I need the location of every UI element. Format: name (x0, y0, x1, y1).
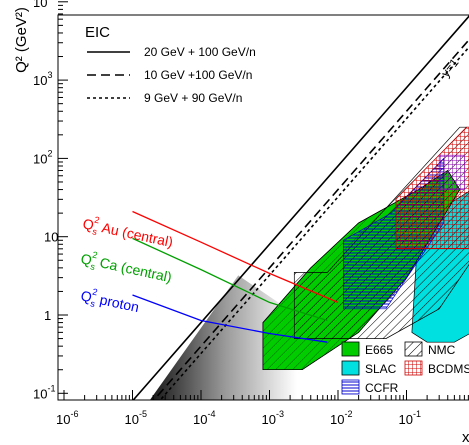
x-tick-label: 10-2 (330, 409, 352, 427)
experiment-regions (149, 126, 469, 400)
kinematic-limit-solid (132, 15, 469, 400)
plot-frame (57, 14, 469, 401)
kinematic-limit-dashed (152, 38, 469, 400)
legend-label-e665: E665 (365, 343, 393, 357)
y-tick-label: 1 (44, 308, 51, 323)
saturation-curve-0 (132, 210, 339, 303)
y-tick-label: 10-1 (33, 383, 55, 401)
region-bcdms-purple (438, 154, 465, 190)
legend-label-nmc: NMC (428, 343, 456, 357)
x-tick-label: 10-4 (193, 409, 215, 427)
legend-swatch-bcdms (404, 360, 423, 376)
legend-swatch-e665 (341, 341, 360, 357)
saturation-region (149, 275, 297, 400)
legend-label-bcdms: BCDMS (428, 362, 469, 376)
y-axis: 10-1 1 10 102 103 104 (33, 0, 68, 401)
beam-legend: EIC 20 GeV + 100 GeV/n 10 GeV +100 GeV/n… (85, 24, 256, 105)
legend-label-20gev: 20 GeV + 100 GeV/n (144, 45, 256, 59)
x-tick-label: 10-6 (56, 409, 78, 427)
legend-label-ccfr: CCFR (365, 381, 399, 395)
x-axis-label: x (462, 429, 469, 445)
kinematic-limit-dotted (159, 45, 469, 400)
legend-label-10gev: 10 GeV +100 GeV/n (144, 68, 252, 82)
saturation-curves (132, 210, 339, 343)
y-tick-label: 10 (44, 230, 58, 245)
sat-label-ca: Qs2Ca (central) (79, 247, 174, 288)
x-tick-label: 10-1 (399, 409, 421, 427)
legend-title: EIC (85, 24, 110, 41)
x-tick-label: 10-3 (262, 409, 284, 427)
saturation-curve-1 (132, 237, 328, 322)
saturation-labels: Qs2Au (central) Qs2Ca (central) Qs2proto… (79, 212, 175, 318)
legend-swatch-ccfr (341, 379, 360, 395)
y-tick-label: 104 (33, 0, 52, 10)
legend-label-9gev: 9 GeV + 90 GeV/n (144, 91, 242, 105)
legend-label-slac: SLAC (365, 362, 397, 376)
kinematic-limit-lines (132, 15, 469, 400)
x-axis: 10-6 10-5 10-4 10-3 10-2 10-1 (56, 390, 469, 427)
legend-swatch-nmc (404, 341, 423, 357)
x-tick-label: 10-5 (125, 409, 147, 427)
sat-label-proton: Qs2proton (79, 284, 141, 318)
saturation-curve-2 (132, 294, 328, 343)
y-tick-label: 103 (33, 70, 52, 88)
sat-label-au: Qs2Au (central) (81, 212, 175, 253)
y-axis-label: Q² (GeV²) (13, 7, 30, 73)
experiment-legend: E665 NMC SLAC BCDMS CCFR (341, 341, 469, 395)
y-tick-label: 102 (33, 148, 52, 166)
legend-swatch-slac (341, 360, 360, 376)
